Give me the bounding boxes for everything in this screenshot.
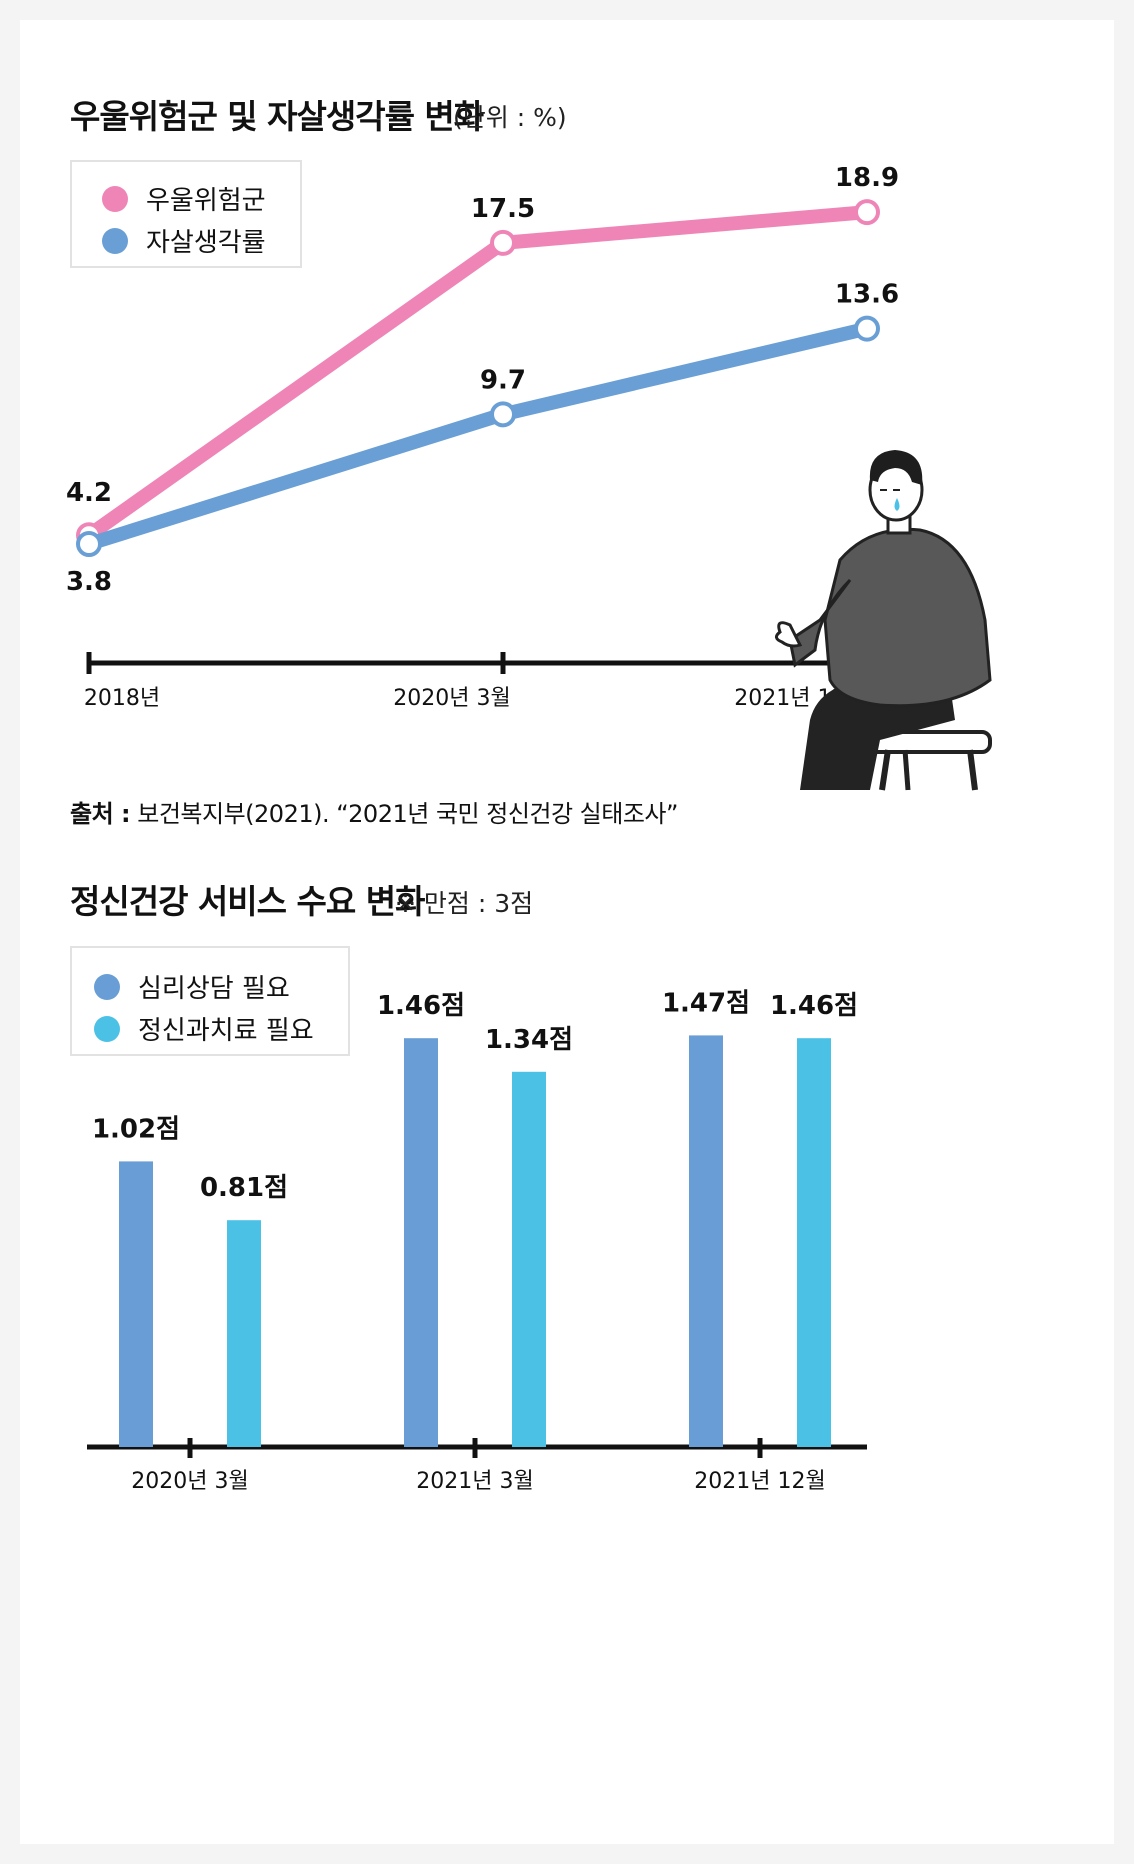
bar-data-label: 1.46점 [377,991,465,1021]
source-label: 출처 : [70,800,131,828]
legend-item-psychiatric: 정신과치료 필요 [94,1010,314,1047]
bar-counseling [404,1038,438,1447]
line-point [854,315,880,342]
line-data-label: 4.2 [66,478,112,508]
line-point [490,401,516,428]
legend-label-suicidal-ideation: 자살생각률 [146,228,266,258]
line-chart-unit: (단위 : %) [453,103,567,132]
legend-item-depression: 우울위험군 [102,180,266,217]
line-data-label: 9.7 [480,365,526,395]
line-chart-x-tick-label: 2018년 [84,686,160,711]
bar-data-label: 1.46점 [770,991,858,1021]
legend-label-psychiatric: 정신과치료 필요 [138,1016,314,1046]
legend-dot-counseling [94,973,120,1000]
bar-chart-title: 정신건강 서비스 수요 변화 [70,882,425,921]
line-series-suicidal-ideation [82,321,874,551]
line-chart-x-tick-label: 2020년 3월 [393,686,510,711]
bar-chart-x-tick-label: 2021년 3월 [416,1469,533,1494]
line-point [76,531,102,557]
bar-psychiatric [512,1071,546,1447]
legend-dot-psychiatric [94,1015,120,1042]
bar-chart-x-tick-label: 2020년 3월 [131,1469,248,1494]
bar-data-label: 1.47점 [662,988,750,1018]
bar-data-label: 1.02점 [92,1114,180,1144]
line-chart-legend: 우울위험군 자살생각률 [70,160,302,268]
infographic-card: 우울위험군 및 자살생각률 변화 (단위 : %) 우울위험군 자살생각률 정신… [20,20,1114,1844]
tear-icon [894,498,900,511]
line-data-label: 18.9 [835,163,899,193]
line-chart-title: 우울위험군 및 자살생각률 변화 [70,97,484,136]
line-point [854,199,880,226]
legend-label-depression: 우울위험군 [146,186,266,216]
crying-person-illustration [775,450,992,791]
legend-item-counseling: 심리상담 필요 [94,968,290,1005]
bar-chart-unit: ※ 만점 : 3점 [395,889,534,918]
source-text: 보건복지부(2021). “2021년 국민 정신건강 실태조사” [137,800,678,828]
bar-psychiatric [797,1038,831,1447]
bar-psychiatric [227,1220,261,1447]
stool-icon [863,730,992,791]
line-data-label: 13.6 [835,280,899,310]
bar-counseling [689,1035,723,1447]
source-note: 출처 : 보건복지부(2021). “2021년 국민 정신건강 실태조사” [70,794,678,829]
bar-data-label: 1.34점 [485,1025,573,1055]
line-data-label: 3.8 [66,567,112,597]
legend-item-suicidal-ideation: 자살생각률 [102,222,266,259]
bar-chart-legend: 심리상담 필요 정신과치료 필요 [70,946,350,1056]
charts-canvas: 2018년 2020년 3월 2021년 12월 4.2 17.5 18.9 3.8 9.7 1… [66,163,992,1494]
legend-label-counseling: 심리상담 필요 [138,974,290,1004]
bar-data-label: 0.81점 [200,1173,288,1203]
legend-dot-suicidal-ideation [102,227,128,254]
legend-dot-depression [102,185,128,212]
bar-chart-x-tick-label: 2021년 12월 [694,1469,825,1494]
line-series-depression [82,205,874,543]
bar-counseling [119,1161,153,1447]
line-point [490,229,516,256]
line-data-label: 17.5 [471,194,535,224]
